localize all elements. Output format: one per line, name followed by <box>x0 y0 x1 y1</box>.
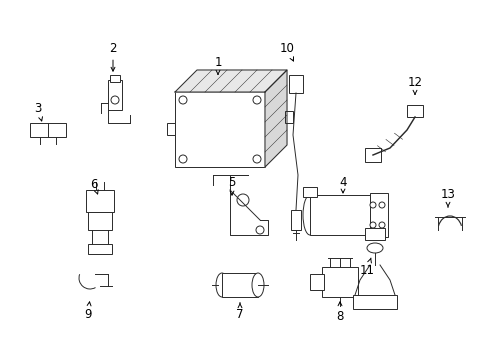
Text: 13: 13 <box>440 189 454 207</box>
Circle shape <box>179 96 186 104</box>
Bar <box>110 75 120 82</box>
Bar <box>290 210 301 230</box>
Circle shape <box>252 96 261 104</box>
Bar <box>88 212 112 230</box>
Ellipse shape <box>251 273 264 297</box>
Circle shape <box>179 155 186 163</box>
Bar <box>321 267 357 297</box>
Bar <box>364 148 380 162</box>
Bar <box>309 274 324 290</box>
Bar <box>369 193 387 237</box>
Ellipse shape <box>366 243 382 253</box>
Circle shape <box>252 155 261 163</box>
Bar <box>222 273 258 297</box>
Text: 6: 6 <box>90 177 98 194</box>
Bar <box>88 244 112 254</box>
Bar <box>406 105 422 117</box>
Bar <box>303 187 316 197</box>
Text: 7: 7 <box>236 303 243 321</box>
Bar <box>364 228 384 240</box>
Circle shape <box>369 222 375 228</box>
Circle shape <box>378 202 384 208</box>
Text: 2: 2 <box>109 41 117 71</box>
Circle shape <box>237 194 248 206</box>
Circle shape <box>369 202 375 208</box>
Text: 4: 4 <box>339 175 346 193</box>
Polygon shape <box>175 70 286 92</box>
Bar <box>108 80 122 110</box>
Text: 8: 8 <box>336 302 343 323</box>
Bar <box>288 75 303 93</box>
Bar <box>309 195 369 235</box>
Circle shape <box>256 226 264 234</box>
Text: 12: 12 <box>407 76 422 94</box>
Circle shape <box>111 96 119 104</box>
Text: 11: 11 <box>359 258 374 276</box>
Text: 3: 3 <box>34 102 42 121</box>
Text: 5: 5 <box>228 175 235 195</box>
Text: 9: 9 <box>84 302 92 321</box>
Text: 1: 1 <box>214 55 221 75</box>
Circle shape <box>378 222 384 228</box>
Text: 10: 10 <box>279 41 294 61</box>
Bar <box>86 190 114 212</box>
Polygon shape <box>264 70 286 167</box>
Bar <box>352 295 396 309</box>
Bar <box>167 123 175 135</box>
Ellipse shape <box>303 195 316 235</box>
Bar <box>30 123 66 137</box>
Ellipse shape <box>216 273 227 297</box>
Bar <box>175 92 264 167</box>
Bar <box>285 111 292 123</box>
